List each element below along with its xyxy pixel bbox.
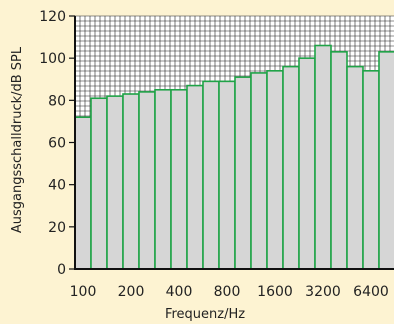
y-tick-label: 60	[48, 136, 66, 152]
y-tick-labels: 0 20 40 60 80 100 120	[39, 9, 66, 278]
bar	[202, 80, 220, 270]
y-axis-label: Ausgangsschalldruck/dB SPL	[10, 46, 25, 233]
x-axis-label: Frequenz/Hz	[165, 307, 245, 322]
bar	[106, 95, 124, 270]
bar	[330, 51, 348, 270]
y-tick-label: 20	[48, 220, 66, 236]
bar	[314, 44, 332, 270]
bar	[90, 97, 108, 270]
x-tick-labels: 100 200 400 800 1600 3200 6400	[70, 284, 389, 300]
x-tick-label: 200	[118, 284, 145, 300]
y-tick-label: 100	[39, 51, 66, 67]
bar	[298, 57, 316, 270]
bar	[170, 88, 188, 270]
x-tick-label: 800	[214, 284, 241, 300]
x-tick-label: 400	[166, 284, 193, 300]
bar	[186, 84, 204, 270]
x-tick-label: 100	[70, 284, 97, 300]
y-tick-label: 40	[48, 178, 66, 194]
bar	[378, 51, 394, 270]
y-tick-label: 120	[39, 9, 66, 25]
bar	[138, 91, 156, 270]
axes	[69, 15, 394, 270]
bar	[362, 70, 380, 270]
bar	[74, 116, 92, 270]
x-tick-label: 3200	[305, 284, 341, 300]
y-tick-label: 0	[57, 262, 66, 278]
bar	[122, 93, 140, 270]
bar	[234, 76, 252, 270]
bar	[266, 70, 284, 270]
bar	[218, 80, 236, 270]
bar	[250, 72, 268, 270]
bars	[74, 44, 394, 270]
x-tick-label: 6400	[353, 284, 389, 300]
bar	[346, 65, 364, 270]
bar	[154, 88, 172, 270]
y-tick-label: 80	[48, 93, 66, 109]
x-tick-label: 1600	[257, 284, 293, 300]
bar	[282, 65, 300, 270]
